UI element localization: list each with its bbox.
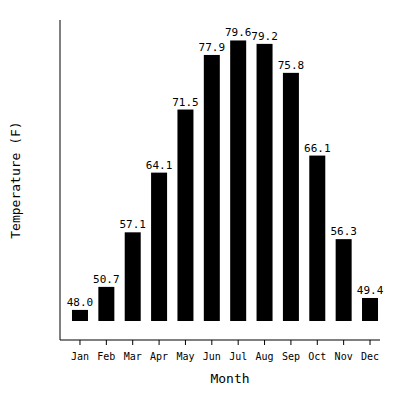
data-label: 71.5 bbox=[172, 96, 199, 109]
x-tick bbox=[106, 340, 107, 345]
x-tick-label: Apr bbox=[150, 351, 168, 362]
bar bbox=[98, 287, 114, 321]
data-label: 79.2 bbox=[251, 30, 278, 43]
x-tick-label: Jun bbox=[203, 351, 221, 362]
x-tick bbox=[238, 340, 239, 345]
bar bbox=[125, 232, 141, 321]
bar bbox=[230, 40, 246, 321]
x-tick bbox=[211, 340, 212, 345]
x-tick bbox=[185, 340, 186, 345]
bar bbox=[257, 44, 273, 321]
data-label: 50.7 bbox=[93, 273, 120, 286]
bar bbox=[336, 239, 352, 321]
bar bbox=[362, 298, 378, 321]
y-axis bbox=[60, 20, 61, 340]
x-tick bbox=[159, 340, 160, 345]
x-tick-label: Mar bbox=[124, 351, 142, 362]
x-tick-label: Feb bbox=[97, 351, 115, 362]
x-tick-label: Sep bbox=[282, 351, 300, 362]
bar bbox=[283, 73, 299, 321]
data-label: 49.4 bbox=[357, 284, 384, 297]
x-tick bbox=[132, 340, 133, 345]
x-tick-label: May bbox=[176, 351, 194, 362]
bar bbox=[309, 156, 325, 321]
data-label: 57.1 bbox=[119, 218, 146, 231]
x-tick-label: Jan bbox=[71, 351, 89, 362]
data-label: 77.9 bbox=[199, 41, 226, 54]
data-label: 66.1 bbox=[304, 142, 331, 155]
x-tick-label: Jul bbox=[229, 351, 247, 362]
bars bbox=[72, 40, 378, 321]
y-axis-label: Temperature (F) bbox=[8, 121, 23, 238]
data-label: 48.0 bbox=[67, 296, 94, 309]
x-tick bbox=[343, 340, 344, 345]
x-tick-label: Nov bbox=[335, 351, 353, 362]
x-tick bbox=[79, 340, 80, 345]
x-tick bbox=[370, 340, 371, 345]
bar bbox=[204, 55, 220, 321]
bar bbox=[151, 173, 167, 321]
data-label: 75.8 bbox=[278, 59, 305, 72]
data-label: 64.1 bbox=[146, 159, 173, 172]
x-tick-label: Oct bbox=[308, 351, 326, 362]
x-tick bbox=[290, 340, 291, 345]
bar bbox=[72, 310, 88, 321]
x-axis-label: Month bbox=[210, 371, 249, 386]
data-label: 56.3 bbox=[330, 225, 357, 238]
x-tick bbox=[317, 340, 318, 345]
x-tick-label: Aug bbox=[256, 351, 274, 362]
x-axis bbox=[60, 340, 380, 341]
x-tick bbox=[264, 340, 265, 345]
data-label: 79.6 bbox=[225, 26, 252, 39]
chart: Jan Feb Mar Apr May Jun Jul Aug Sep Oct Nov Dec 48.0… bbox=[0, 0, 400, 400]
x-tick-label: Dec bbox=[361, 351, 379, 362]
bar bbox=[177, 110, 193, 321]
